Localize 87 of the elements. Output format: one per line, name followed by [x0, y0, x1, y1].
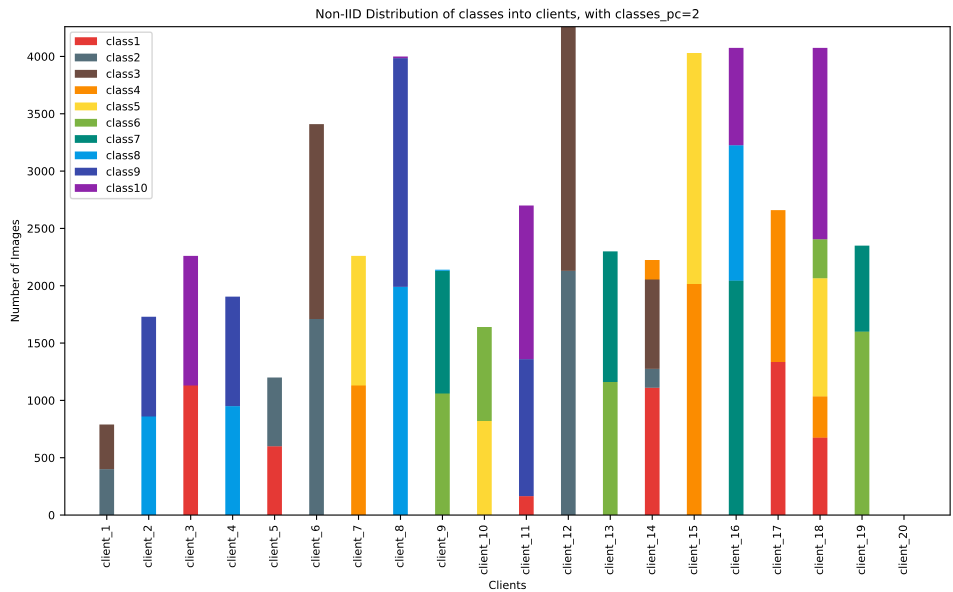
x-tick-label: client_5: [269, 526, 280, 568]
x-tick-label: client_19: [856, 526, 868, 574]
bar: [644, 368, 660, 388]
bar: [728, 48, 744, 146]
bar: [183, 256, 198, 386]
bar: [519, 205, 534, 360]
x-tick-label: client_9: [436, 526, 448, 568]
legend-label: class1: [106, 36, 140, 46]
bar: [560, 270, 576, 516]
x-tick-label: client_14: [646, 525, 658, 574]
bar: [644, 388, 660, 516]
x-tick-label: client_12: [562, 526, 574, 574]
bar: [770, 362, 786, 516]
y-tick-label: 2500: [28, 224, 54, 233]
bar: [560, 26, 576, 271]
bar: [686, 53, 702, 284]
legend-label: class4: [106, 86, 140, 94]
bar: [854, 332, 870, 516]
bar: [602, 382, 618, 516]
x-tick-label: client_1: [101, 526, 112, 568]
bar: [435, 270, 450, 394]
x-tick-label: client_3: [185, 526, 196, 568]
y-tick-label: 0: [48, 511, 54, 520]
x-axis-title: Clients: [489, 580, 526, 590]
bar: [477, 421, 492, 516]
bar: [644, 260, 660, 280]
y-tick-label: 4000: [27, 52, 54, 61]
x-tick-label: client_16: [730, 525, 742, 574]
x-tick-label: client_8: [394, 526, 406, 568]
x-tick-label: client_7: [352, 526, 364, 568]
bar: [351, 385, 366, 516]
bar: [351, 256, 366, 386]
y-axis-title: Number of Images: [10, 220, 22, 322]
bar: [309, 124, 324, 319]
x-tick-label: client_17: [772, 526, 784, 574]
bar: [812, 278, 828, 396]
bar: [812, 239, 828, 278]
x-tick-label: client_10: [478, 526, 490, 574]
bar: [99, 424, 114, 470]
bar: [812, 48, 828, 240]
y-tick-label: 3500: [28, 110, 54, 118]
x-tick-label: client_6: [311, 525, 322, 568]
bar: [435, 394, 450, 516]
bar: [686, 284, 702, 516]
y-tick-label: 3000: [28, 167, 54, 176]
legend-label: class9: [106, 167, 140, 176]
bar: [477, 327, 492, 422]
x-tick-label: client_13: [604, 526, 616, 574]
bar: [141, 316, 156, 416]
x-tick-label: client_18: [814, 526, 826, 574]
bar: [519, 496, 534, 516]
legend-label: class3: [106, 69, 140, 78]
bar: [225, 406, 240, 516]
chart-title: Non-IID Distribution of classes into clients, with classes_pc=2: [316, 8, 698, 22]
legend-label: class8: [106, 150, 140, 160]
bar: [393, 58, 408, 287]
bar: [309, 318, 324, 516]
bar: [141, 416, 156, 516]
x-tick-label: client_20: [898, 526, 910, 574]
bar: [267, 377, 282, 446]
x-tick-label: client_2: [143, 526, 154, 568]
y-tick-label: 1000: [28, 396, 54, 405]
bar: [519, 359, 534, 496]
y-tick-label: 2000: [28, 282, 54, 290]
bar: [393, 286, 408, 516]
bar: [812, 438, 828, 516]
bar: [644, 279, 660, 369]
x-tick-label: client_4: [227, 525, 238, 568]
legend-label: class2: [106, 52, 140, 62]
y-tick-label: 500: [34, 454, 54, 462]
bar: [728, 280, 744, 516]
y-tick-label: 1500: [28, 339, 54, 348]
bar: [812, 396, 828, 438]
bar: [99, 469, 114, 516]
bar: [728, 145, 744, 281]
legend-label: class7: [106, 134, 140, 144]
legend-label: class6: [106, 118, 140, 127]
bar: [267, 446, 282, 516]
x-tick-label: client_15: [688, 526, 700, 574]
bar: [770, 210, 786, 362]
bar: [183, 385, 198, 516]
x-tick-label: client_11: [520, 526, 532, 574]
legend-label: class10: [106, 183, 147, 192]
bar: [602, 251, 618, 382]
legend-label: class5: [106, 102, 140, 110]
bar: [225, 296, 240, 406]
bar: [854, 246, 870, 332]
